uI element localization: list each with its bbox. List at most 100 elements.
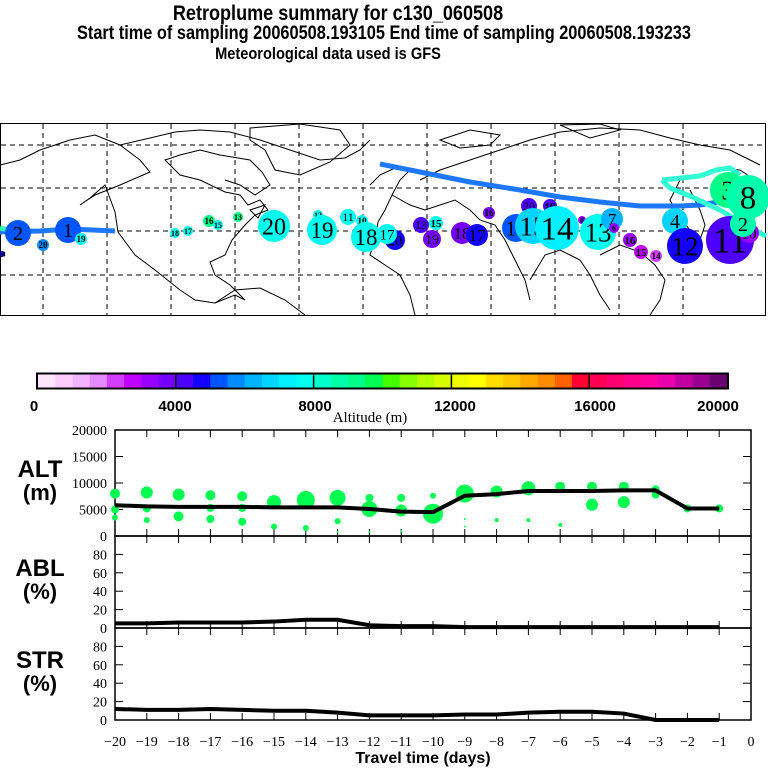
plume-puff: 4 [662, 208, 688, 234]
puff-circle [55, 217, 81, 243]
x-tick-label: −14 [295, 735, 317, 750]
puff-label: 16 [485, 208, 495, 218]
puff-circle [650, 250, 662, 262]
puff-circle [429, 216, 443, 230]
colorbar-cell [640, 374, 659, 388]
alt-point [329, 489, 346, 506]
x-tick-label: −9 [457, 735, 472, 750]
alt-point [238, 517, 247, 526]
puff-label: 19 [77, 234, 87, 244]
alt-point [463, 525, 466, 528]
puff-label: 14 [652, 251, 662, 261]
y-tick-label: 15000 [72, 451, 107, 466]
alt-point [368, 530, 371, 533]
puff-label: 18 [171, 229, 179, 238]
y-axis-label: ABL [15, 555, 64, 582]
y-tick-label: 0 [100, 714, 107, 729]
alt-point [237, 491, 248, 502]
alt-point [302, 525, 309, 532]
y-axis-label: STR [16, 647, 64, 674]
y-tick-label: 80 [93, 548, 107, 563]
abl-line [115, 617, 720, 630]
colorbar-cell [55, 374, 73, 388]
colorbar-tick-label: 0 [30, 398, 38, 415]
colorbar-cell [330, 374, 349, 388]
alt-point [494, 518, 499, 523]
coastline-arctic-islands [249, 123, 622, 219]
puff-label: 17 [469, 226, 487, 245]
puff-label: 18 [0, 250, 6, 258]
x-tick-label: −17 [199, 735, 221, 750]
colorbar-cell [279, 374, 297, 388]
puff-label: 16 [625, 235, 637, 247]
puff-circle [423, 230, 441, 248]
puff-circle [5, 220, 31, 246]
colorbar-cell [175, 374, 194, 388]
y-tick-label: 40 [93, 677, 107, 692]
y-tick-label: 80 [93, 640, 107, 655]
str-line [114, 706, 720, 722]
puff-label: 8 [580, 216, 584, 224]
puff-label: 4 [670, 211, 680, 233]
x-tick-label: −20 [104, 735, 126, 750]
x-tick-label: −1 [712, 735, 727, 750]
colorbar-cells [38, 374, 728, 388]
puff-circle [213, 220, 223, 230]
colorbar-cell [623, 374, 642, 388]
plume-puff: 15 [429, 216, 443, 230]
plume-puff: 13 [413, 217, 429, 233]
plume-puff: 16 [623, 233, 637, 247]
alt-point [296, 490, 315, 509]
colorbar-dividers [175, 374, 590, 388]
puff-circle [75, 233, 87, 245]
map-frame [0, 123, 766, 316]
x-tick-label: −16 [231, 735, 253, 750]
alt-median-line [114, 488, 720, 515]
plume-puff: 15 [213, 220, 223, 230]
puff-label: 8 [740, 181, 757, 217]
puff-label: 20 [262, 214, 286, 240]
colorbar-cell [554, 374, 573, 388]
alt-point [463, 518, 466, 521]
colorbar-cell [503, 374, 521, 388]
x-tick-label: −3 [648, 735, 663, 750]
alt-point [112, 514, 118, 521]
puff-circle [37, 239, 49, 251]
x-tick-label: −11 [391, 735, 412, 750]
colorbar-cell [589, 374, 607, 388]
puff-label: 12 [672, 231, 699, 261]
colorbar-cell [244, 374, 263, 388]
trajectory-eurasia-track [379, 161, 731, 209]
plume-puff: 19 [307, 215, 337, 245]
colorbar-frame [36, 372, 729, 390]
colorbar-cell [124, 374, 142, 388]
y-tick-label: 60 [93, 659, 107, 674]
alt-point [586, 498, 598, 511]
sampling-times: Start time of sampling 20060508.193105 E… [77, 23, 691, 44]
trajectory-far-east-loop [661, 165, 742, 183]
x-tick-label: −13 [327, 735, 349, 750]
colorbar-cell [193, 374, 211, 388]
colorbar-cell [158, 374, 177, 388]
puff-label: 11 [342, 210, 354, 224]
plume-puff: 17 [183, 226, 193, 236]
colorbar-cell [571, 374, 590, 388]
y-tick-label: 0 [100, 530, 107, 545]
alt-point [111, 505, 119, 514]
colorbar-cell [106, 374, 125, 388]
puff-label: 20 [39, 240, 49, 250]
colorbar-cell [382, 374, 401, 388]
puff-label: 13 [415, 218, 427, 232]
puff-label: 7 [608, 210, 617, 229]
x-tick-label: −2 [680, 735, 695, 750]
puff-label: 18 [454, 224, 471, 243]
colorbar-cell [658, 374, 676, 388]
x-axis-label: Travel time (days) [355, 750, 490, 767]
coastline-north-america [0, 129, 371, 304]
plume-puff: 19 [75, 233, 87, 245]
puff-label: 2 [738, 214, 748, 236]
plume-puff: 20 [258, 210, 290, 242]
